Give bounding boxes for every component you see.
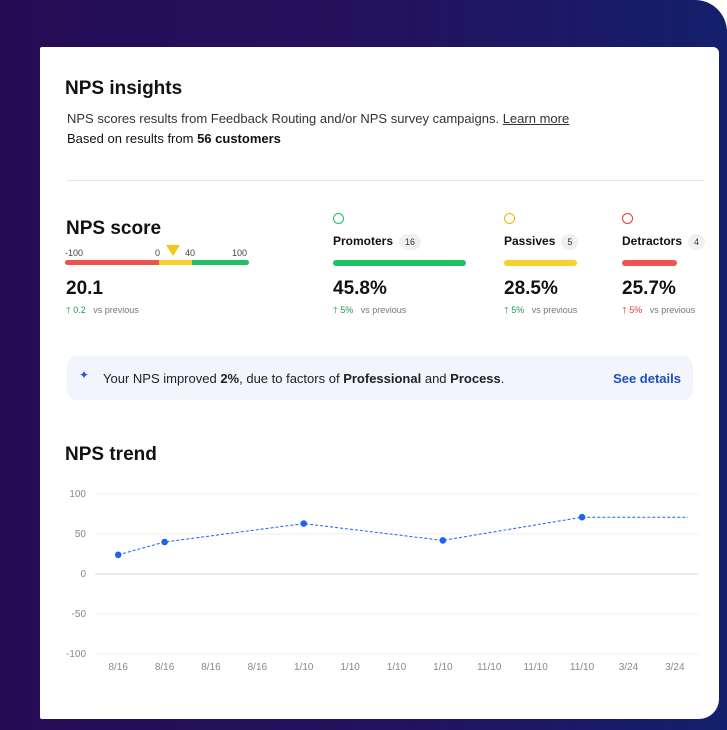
customer-count: 56 customers <box>197 131 281 146</box>
promoters-label: Promoters 16 <box>333 234 422 250</box>
arrow-up-icon: 🡑 <box>66 305 71 315</box>
data-point <box>161 538 168 546</box>
vs-previous: vs previous <box>649 305 696 315</box>
see-details-link[interactable]: See details <box>613 371 681 386</box>
x-tick-label: 11/10 <box>570 662 595 673</box>
insight-banner: ✦ Your NPS improved 2%, due to factors o… <box>67 356 693 400</box>
category-name: Detractors <box>622 234 683 249</box>
arrow-up-icon: 🡑 <box>504 305 509 315</box>
detractors-delta: 🡑 5% vs previous <box>622 303 695 319</box>
data-point <box>300 520 308 527</box>
y-tick-label: -100 <box>66 649 86 660</box>
x-tick-label: 1/10 <box>433 662 453 673</box>
passives-percent: 28.5% <box>504 278 558 299</box>
x-tick-label: 1/10 <box>340 662 360 673</box>
delta-value: 5% <box>629 305 643 315</box>
x-tick-label: 8/16 <box>108 662 128 673</box>
promoters-percent: 45.8% <box>333 278 387 299</box>
count-badge: 16 <box>399 234 422 250</box>
vs-previous: vs previous <box>360 305 407 315</box>
insight-text: Your NPS improved 2%, due to factors of … <box>103 371 504 386</box>
x-tick-label: 8/16 <box>248 662 268 673</box>
x-tick-label: 8/16 <box>155 662 175 673</box>
factor-process: Process <box>450 371 501 386</box>
description: NPS scores results from Feedback Routing… <box>67 111 569 126</box>
detractors-bar <box>622 260 677 266</box>
detractors-label: Detractors 4 <box>622 234 706 250</box>
x-tick-label: 1/10 <box>387 662 407 673</box>
delta-value: 5% <box>340 305 354 315</box>
x-tick-label: 3/24 <box>619 662 639 673</box>
sparkle-icon: ✦ <box>79 368 90 382</box>
nps-trend-chart: 100 50 0 -50 -100 8/16 8/16 8/16 8/16 1/10 1/10 1/1… <box>66 489 698 673</box>
promoters-bar <box>333 260 466 266</box>
data-point <box>114 551 122 559</box>
nps-score-delta: 🡑 0.2 vs previous <box>66 303 139 319</box>
y-tick-label: 50 <box>75 529 87 540</box>
category-name: Passives <box>504 234 556 249</box>
scale-zero: 0 <box>155 248 161 258</box>
nps-score-title: NPS score <box>66 218 162 239</box>
count-badge: 4 <box>688 234 706 250</box>
gauge-detractor-range <box>65 260 159 265</box>
y-tick-label: -50 <box>72 609 87 620</box>
category-name: Promoters <box>333 234 394 249</box>
x-tick-label: 1/10 <box>294 662 314 673</box>
insight-amount: 2% <box>220 371 240 386</box>
based-on-results: Based on results from 56 customers <box>67 131 281 146</box>
gauge-passive-range <box>159 260 192 265</box>
score-marker-icon <box>166 245 180 256</box>
detractors-percent: 25.7% <box>622 278 676 299</box>
arrow-up-icon: 🡑 <box>333 305 338 315</box>
arrow-up-icon: 🡑 <box>622 305 627 315</box>
vs-previous: vs previous <box>93 305 139 315</box>
neutral-face-icon <box>504 213 515 224</box>
sad-face-icon <box>622 213 633 224</box>
description-text: NPS scores results from Feedback Routing… <box>67 111 500 126</box>
delta-value: 5% <box>511 305 525 315</box>
x-tick-label: 11/10 <box>524 662 549 673</box>
scale-min: -100 <box>65 248 84 258</box>
count-badge: 5 <box>561 234 579 250</box>
happy-face-icon <box>333 213 344 224</box>
insight-and: and <box>424 371 447 386</box>
passives-label: Passives 5 <box>504 234 579 250</box>
vs-previous: vs previous <box>531 305 578 315</box>
based-prefix: Based on results from <box>67 131 194 146</box>
nps-insights-card: NPS insights NPS scores results from Fee… <box>40 47 719 719</box>
x-tick-label: 11/10 <box>477 662 502 673</box>
insight-middle: , due to factors of <box>239 371 340 386</box>
nps-score-value: 20.1 <box>66 278 103 299</box>
nps-trend-title: NPS trend <box>65 444 157 465</box>
passives-delta: 🡑 5% vs previous <box>504 303 577 319</box>
divider <box>67 180 704 181</box>
delta-value: 0.2 <box>73 305 86 315</box>
y-tick-label: 0 <box>80 569 86 580</box>
insight-suffix: . <box>500 371 505 386</box>
promoters-delta: 🡑 5% vs previous <box>333 303 406 319</box>
y-tick-label: 100 <box>69 489 86 500</box>
data-point <box>578 513 586 521</box>
passives-bar <box>504 260 577 266</box>
insight-prefix: Your NPS improved <box>103 371 217 386</box>
trend-line <box>118 516 688 556</box>
page-title: NPS insights <box>65 78 183 99</box>
data-point <box>439 537 447 544</box>
x-tick-label: 8/16 <box>201 662 221 673</box>
scale-max: 100 <box>232 248 248 258</box>
factor-professional: Professional <box>343 371 422 386</box>
gauge-promoter-range <box>192 260 249 265</box>
scale-target: 40 <box>185 248 196 258</box>
learn-more-link[interactable]: Learn more <box>502 111 570 126</box>
x-tick-label: 3/24 <box>665 662 685 673</box>
